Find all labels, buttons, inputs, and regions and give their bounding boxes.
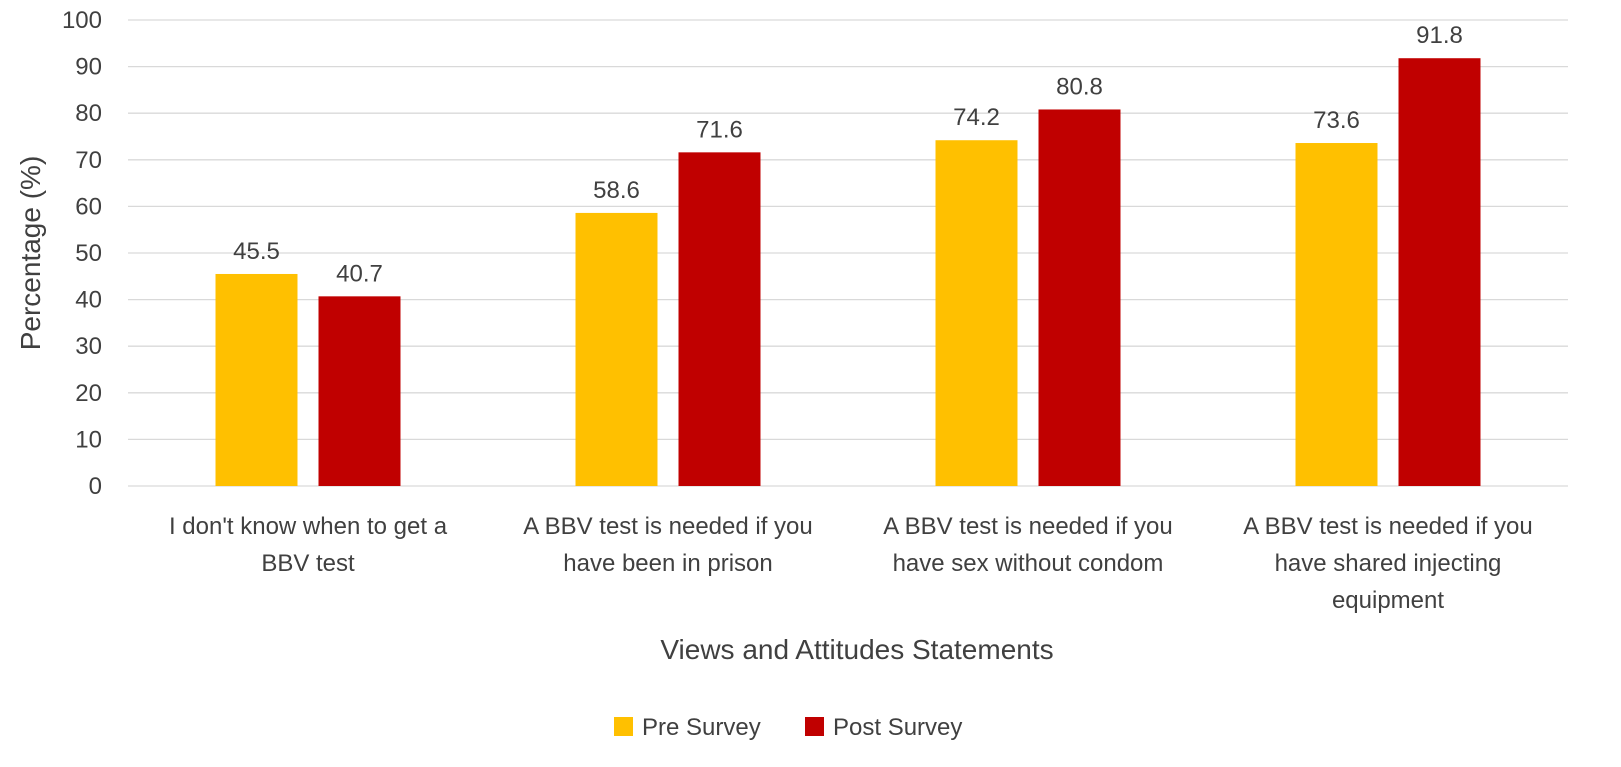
bar-pre-survey — [575, 212, 658, 486]
y-tick-label: 90 — [75, 54, 102, 81]
bar-pre-survey — [1295, 143, 1378, 487]
y-tick-label: 30 — [75, 333, 102, 360]
x-category-label: A BBV test is needed if you have been in … — [523, 513, 813, 577]
data-label: 58.6 — [593, 177, 640, 204]
x-axis-categories: I don't know when to get a BBV test A BBV … — [169, 513, 1533, 614]
y-tick-label: 20 — [75, 380, 102, 407]
bar-pre-survey — [935, 140, 1018, 486]
data-label: 91.8 — [1416, 22, 1463, 49]
bar-pre-survey — [215, 273, 298, 486]
bar-post-survey — [1398, 58, 1481, 486]
x-category-line: BBV test — [261, 550, 355, 577]
y-tick-label: 40 — [75, 287, 102, 314]
x-category-line: A BBV test is needed if you — [883, 513, 1173, 540]
x-category-label: I don't know when to get a BBV test — [169, 513, 448, 577]
x-category-line: A BBV test is needed if you — [523, 513, 813, 540]
y-tick-label: 60 — [75, 193, 102, 220]
y-tick-label: 80 — [75, 100, 102, 127]
x-category-line: I don't know when to get a — [169, 513, 448, 540]
x-category-line: have sex without condom — [893, 550, 1164, 577]
legend-label: Post Survey — [833, 714, 962, 741]
y-axis-title: Percentage (%) — [15, 156, 46, 351]
x-category-line: equipment — [1332, 587, 1444, 614]
bar-post-survey — [318, 296, 401, 486]
legend: Pre Survey Post Survey — [614, 714, 962, 741]
x-category-line: have been in prison — [563, 550, 772, 577]
data-label: 73.6 — [1313, 107, 1360, 134]
legend-swatch — [614, 717, 633, 736]
x-category-line: have shared injecting — [1275, 550, 1502, 577]
x-category-label: A BBV test is needed if you have shared i… — [1243, 513, 1533, 614]
y-tick-label: 100 — [62, 7, 102, 34]
bars — [215, 58, 1481, 487]
x-axis-title: Views and Attitudes Statements — [660, 634, 1053, 665]
data-label: 71.6 — [696, 116, 743, 143]
x-category-line: A BBV test is needed if you — [1243, 513, 1533, 540]
y-tick-label: 50 — [75, 240, 102, 267]
y-axis-ticks: 0 10 20 30 40 50 60 70 80 90 100 — [62, 7, 102, 500]
legend-swatch — [805, 717, 824, 736]
y-tick-label: 70 — [75, 147, 102, 174]
legend-label: Pre Survey — [642, 714, 761, 741]
y-tick-label: 10 — [75, 426, 102, 453]
bar-post-survey — [1038, 109, 1121, 487]
data-label: 74.2 — [953, 104, 1000, 131]
data-label: 45.5 — [233, 238, 280, 265]
data-labels: 45.5 40.7 58.6 71.6 74.2 80.8 73.6 91.8 — [233, 22, 1463, 287]
y-tick-label: 0 — [89, 473, 102, 500]
data-label: 40.7 — [336, 260, 383, 287]
bar-post-survey — [678, 152, 761, 486]
data-label: 80.8 — [1056, 73, 1103, 100]
x-category-label: A BBV test is needed if you have sex with… — [883, 513, 1173, 577]
